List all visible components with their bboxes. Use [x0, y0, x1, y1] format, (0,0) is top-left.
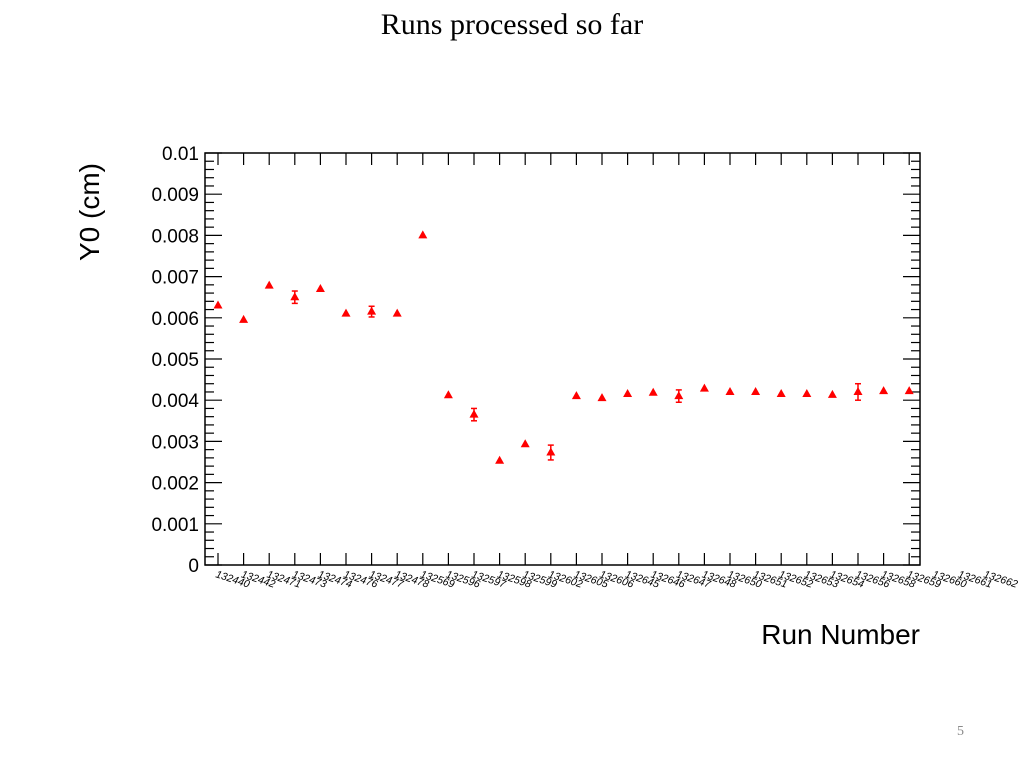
data-point	[879, 386, 889, 395]
data-point	[571, 391, 581, 400]
data-points	[213, 230, 914, 464]
data-point	[648, 387, 658, 396]
data-point	[367, 306, 377, 315]
data-point	[495, 455, 505, 464]
y-tick-label: 0	[188, 556, 199, 577]
y-axis-ticks: 0 0.001 0.002 0.003 0.004 0.005 0.006 0.007 0.00…	[151, 144, 920, 577]
data-point	[699, 383, 709, 392]
data-point	[264, 280, 274, 289]
data-point	[418, 230, 428, 239]
data-point	[546, 447, 556, 456]
data-point	[443, 390, 453, 399]
data-point	[623, 389, 633, 398]
data-point	[315, 283, 325, 292]
data-point	[827, 389, 837, 398]
plot-border	[204, 152, 921, 566]
plot-frame	[204, 152, 921, 566]
y-tick-label: 0.01	[162, 144, 199, 165]
y-axis-title: Y0 (cm)	[74, 163, 105, 261]
x-axis-title: Run Number	[761, 619, 920, 650]
x-axis-ticks: 1324401324421324711324731324741324761324…	[214, 153, 1019, 591]
y-tick-label: 0.008	[151, 226, 199, 247]
data-point	[341, 308, 351, 317]
y-tick-label: 0.002	[151, 474, 199, 495]
data-point	[751, 386, 761, 395]
slide-title: Runs processed so far	[380, 8, 644, 41]
y-tick-label: 0.005	[151, 350, 199, 371]
data-point	[290, 292, 300, 301]
y-tick-label: 0.003	[151, 432, 199, 453]
data-point	[469, 409, 479, 418]
data-point	[239, 314, 249, 323]
data-point	[725, 386, 735, 395]
data-point	[213, 300, 223, 309]
data-point	[392, 308, 402, 317]
data-point	[904, 386, 914, 395]
y-tick-label: 0.009	[151, 185, 199, 206]
y-tick-label: 0.007	[151, 268, 199, 289]
data-point	[802, 389, 812, 398]
data-point	[597, 393, 607, 402]
y-tick-label: 0.004	[151, 391, 199, 412]
y-tick-label: 0.001	[151, 515, 199, 536]
data-point	[674, 391, 684, 400]
page-number: 5	[957, 724, 964, 739]
y-tick-label: 0.006	[151, 309, 199, 330]
data-point	[776, 389, 786, 398]
data-point	[853, 386, 863, 395]
data-point	[520, 439, 530, 448]
